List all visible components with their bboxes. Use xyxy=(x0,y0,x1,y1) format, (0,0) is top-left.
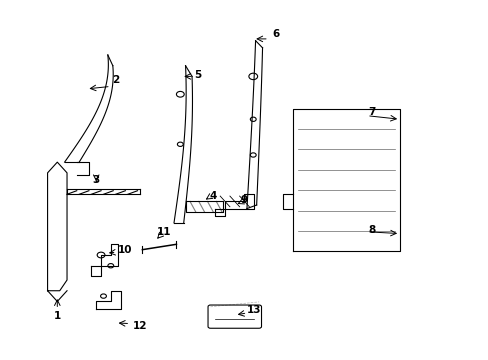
Text: 1: 1 xyxy=(54,311,61,321)
Text: 11: 11 xyxy=(157,227,171,237)
Text: 2: 2 xyxy=(112,75,119,85)
Text: 5: 5 xyxy=(194,69,202,80)
Text: 4: 4 xyxy=(209,191,216,201)
Text: 9: 9 xyxy=(241,195,247,204)
Text: 10: 10 xyxy=(118,245,132,255)
Text: 12: 12 xyxy=(132,321,147,332)
Text: 7: 7 xyxy=(367,107,375,117)
Text: 13: 13 xyxy=(246,305,261,315)
Text: 8: 8 xyxy=(367,225,375,235)
Text: 6: 6 xyxy=(272,28,279,39)
Text: 3: 3 xyxy=(92,175,100,185)
